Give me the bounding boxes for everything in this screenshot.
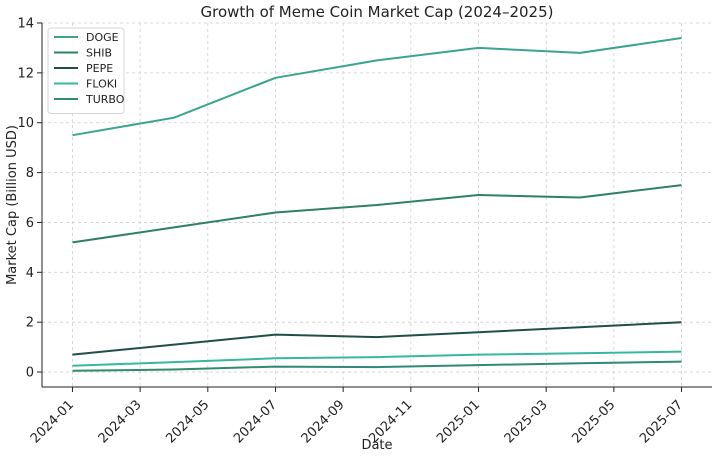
x-tick-label: 2025-05 [569,397,618,446]
chart-title: Growth of Meme Coin Market Cap (2024–202… [201,3,554,21]
y-axis-title: Market Cap (Billion USD) [5,125,20,285]
y-tick-label: 4 [26,266,34,281]
y-tick-label: 6 [26,216,34,231]
x-axis-title: Date [361,438,392,453]
x-tick-label: 2024-07 [231,397,280,446]
series-line-pepe [72,321,682,356]
legend-label-shib: SHIB [86,47,112,60]
y-tick-label: 12 [17,66,34,81]
x-tick-labels: 2024-01 2024-03 2024-05 2024-07 2024-09 2024-… [28,387,686,446]
x-tick-label: 2024-09 [299,397,348,446]
y-tick-label: 14 [17,17,34,32]
series-line-doge [72,37,682,137]
legend-label-floki: FLOKI [86,78,117,91]
x-tick-label: 2024-03 [96,397,145,446]
series-line-turbo [72,360,682,372]
legend-label-doge: DOGE [86,31,119,44]
legend-label-turbo: TURBO [85,93,125,106]
x-tick-label: 2025-01 [434,397,483,446]
x-tick-label: 2025-07 [637,397,686,446]
y-tick-label: 10 [17,116,34,131]
legend-label-pepe: PEPE [86,62,113,75]
y-tick-label: 8 [26,166,34,181]
series-line-shib [72,184,682,244]
y-tick-label: 2 [26,316,34,331]
y-tick-labels: 0 2 4 6 8 10 12 14 [17,17,42,381]
axes [41,23,712,388]
series-line-floki [72,350,682,367]
x-tick-label: 2024-01 [28,397,77,446]
grid [42,22,712,387]
legend: DOGE SHIB PEPE FLOKI TURBO [47,27,125,114]
legend-box [47,27,125,114]
x-tick-label: 2025-03 [502,397,551,446]
y-tick-label: 0 [26,366,34,381]
x-tick-label: 2024-05 [163,397,212,446]
series-lines [72,37,682,372]
